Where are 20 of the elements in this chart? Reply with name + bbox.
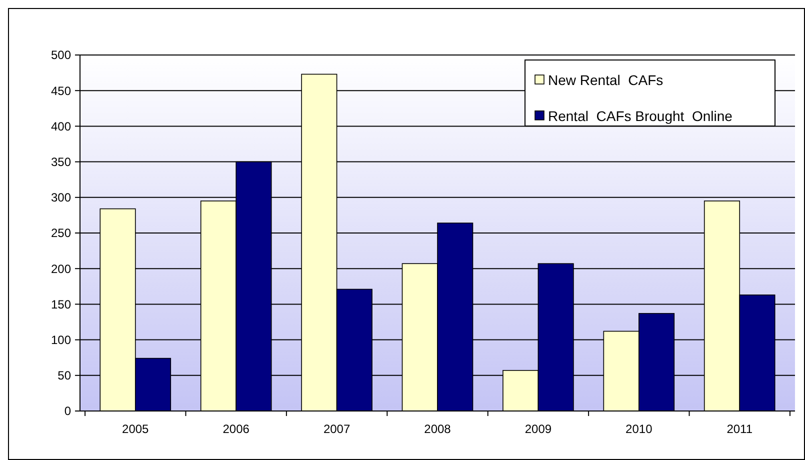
- x-tick-label: 2008: [424, 422, 452, 436]
- y-tick-label: 500: [50, 48, 72, 62]
- y-tick-label: 0: [64, 404, 72, 418]
- y-tick-label: 50: [58, 368, 72, 383]
- y-tick-label: 400: [50, 119, 72, 134]
- legend-label: New Rental CAFs: [548, 72, 664, 88]
- y-tick-label: 350: [50, 155, 72, 169]
- x-tick-label: 2007: [323, 422, 350, 436]
- y-tick-label: 450: [50, 84, 72, 98]
- y-tick-label: 250: [50, 226, 72, 240]
- x-tick-label: 2009: [524, 422, 552, 436]
- x-tick-label: 2005: [122, 422, 150, 436]
- y-tick-label: 200: [50, 262, 72, 276]
- y-tick-label: 100: [50, 333, 72, 347]
- x-tick-label: 2010: [626, 422, 653, 436]
- x-tick-label: 2011: [726, 422, 753, 436]
- legend-label: Rental CAFs Brought Online: [548, 108, 733, 124]
- y-tick-label: 300: [50, 190, 72, 205]
- y-tick-label: 150: [50, 297, 72, 312]
- x-tick-label: 2006: [222, 422, 250, 436]
